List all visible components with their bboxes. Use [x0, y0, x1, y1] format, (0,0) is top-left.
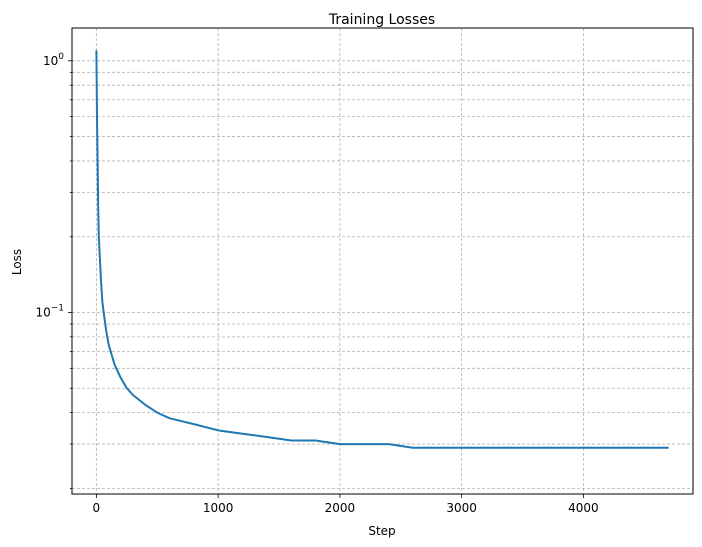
y-axis-label: Loss — [10, 249, 24, 275]
x-tick-label: 3000 — [446, 501, 477, 515]
y-tick-label: 100 — [43, 52, 64, 68]
grid-lines — [72, 28, 693, 494]
loss-series-line — [95, 50, 669, 449]
axis-ticks: 0 1000 2000 3000 4000 10−1 100 — [35, 52, 598, 515]
x-tick-label: 1000 — [203, 501, 234, 515]
x-tick-label: 2000 — [325, 501, 356, 515]
chart-title: Training Losses — [328, 12, 435, 28]
plot-frame — [71, 27, 694, 495]
x-tick-label: 4000 — [568, 501, 599, 515]
y-tick-label: 10−1 — [35, 303, 64, 319]
x-tick-label: 0 — [93, 501, 101, 515]
x-axis-label: Step — [368, 524, 395, 538]
series-layer — [95, 50, 669, 449]
